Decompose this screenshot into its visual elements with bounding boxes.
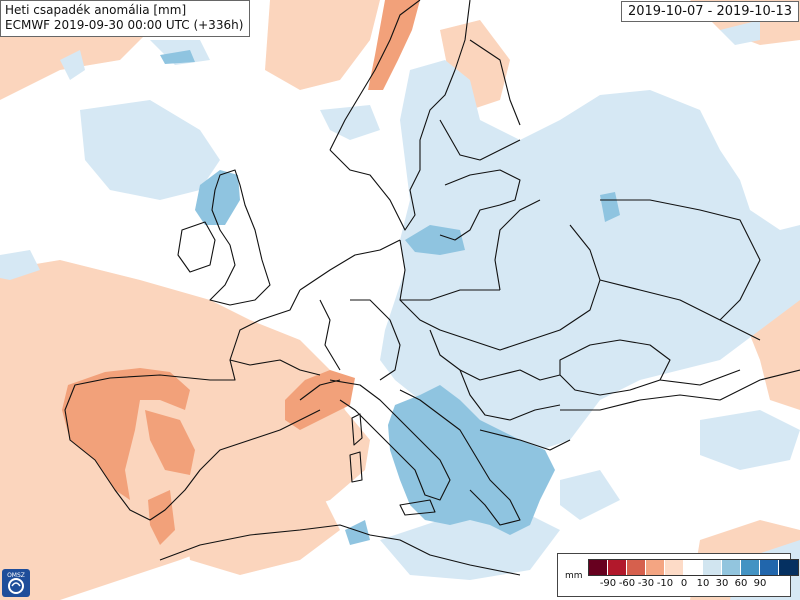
wet-anomaly-medium-areas <box>160 50 620 545</box>
legend-swatch <box>608 560 627 575</box>
legend-swatch <box>665 560 684 575</box>
legend-tick-label: 90 <box>753 578 767 589</box>
map-title-box: Heti csapadék anomália [mm] ECMWF 2019-0… <box>0 0 251 37</box>
legend-swatch <box>646 560 665 575</box>
omsz-logo-icon: OMSZ <box>2 569 30 597</box>
legend-unit: mm <box>565 571 583 581</box>
legend-tick-label: -60 <box>618 578 636 589</box>
legend: mm -90 -60 -30 -10 0 10 30 60 90 <box>557 553 799 597</box>
legend-tick-label: -90 <box>599 578 617 589</box>
legend-swatch <box>589 560 608 575</box>
logo-text: OMSZ <box>7 572 25 579</box>
forecast-period-label: 2019-10-07 - 2019-10-13 <box>620 1 799 22</box>
map-title: Heti csapadék anomália [mm] <box>5 3 187 17</box>
legend-swatch <box>684 560 703 575</box>
legend-swatch <box>703 560 722 575</box>
legend-tick-label: 10 <box>696 578 710 589</box>
legend-swatch <box>779 560 798 575</box>
legend-tick-label: 0 <box>680 578 688 589</box>
model-run-label: ECMWF 2019-09-30 00:00 UTC (+336h) <box>5 18 244 32</box>
legend-tick-labels: -90 -60 -30 -10 0 10 30 60 90 <box>588 578 800 592</box>
legend-swatch <box>760 560 779 575</box>
legend-tick-label: -30 <box>637 578 655 589</box>
legend-swatch <box>627 560 646 575</box>
legend-tick-label: 60 <box>734 578 748 589</box>
legend-tick-label: 30 <box>715 578 729 589</box>
dry-anomaly-medium-areas <box>62 0 420 545</box>
legend-tick-label: -10 <box>656 578 674 589</box>
legend-color-scale <box>588 559 799 576</box>
legend-swatch <box>722 560 741 575</box>
legend-swatch <box>741 560 760 575</box>
coastlines-and-borders <box>64 0 800 576</box>
